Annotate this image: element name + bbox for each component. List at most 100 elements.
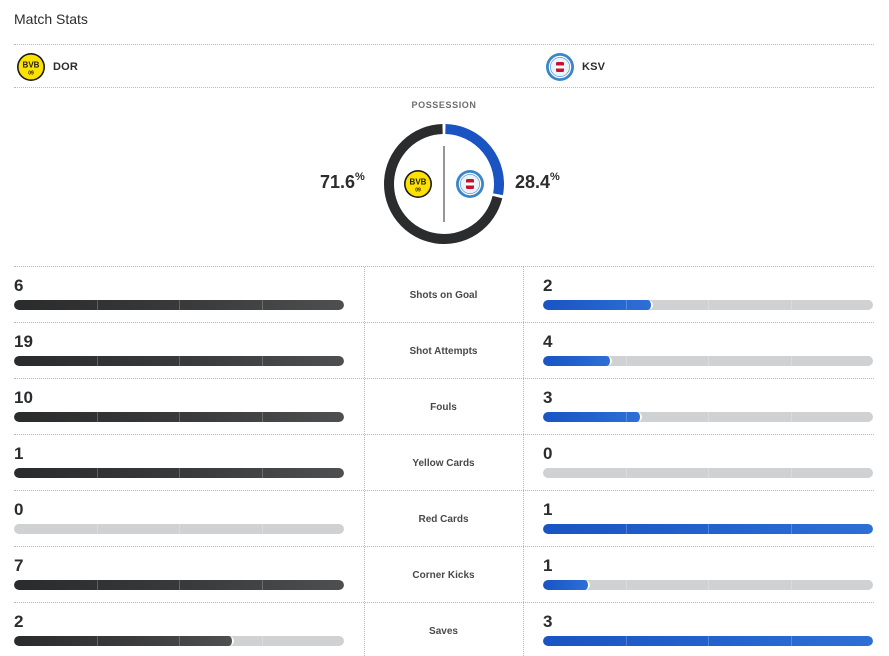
bar-tick	[179, 580, 180, 590]
stat-row: 19 Shot Attempts 4	[0, 323, 889, 379]
away-stat-bar-fill	[543, 580, 591, 590]
bar-tick	[262, 468, 263, 478]
bar-tick	[97, 524, 98, 534]
away-stat-value: 1	[543, 556, 553, 575]
divider	[14, 602, 874, 603]
bar-tick	[179, 524, 180, 534]
home-possession-value: 71.6%	[320, 171, 365, 192]
away-stat-value: 4	[543, 332, 553, 351]
holstein-kiel-crest-icon	[546, 53, 574, 81]
away-stat-bar-fill	[543, 356, 613, 366]
away-stat-value: 1	[543, 500, 553, 519]
home-stat-value: 19	[14, 332, 33, 351]
bar-tick	[262, 300, 263, 310]
home-stat-bar-fill	[14, 300, 344, 310]
away-possession-arc	[445, 124, 504, 196]
away-stat-value: 0	[543, 444, 553, 463]
bar-tick	[708, 356, 709, 366]
svg-text:BVB: BVB	[23, 61, 40, 70]
stat-row: 0 Red Cards 1	[0, 491, 889, 547]
bar-tick	[791, 524, 792, 534]
bar-tick	[97, 412, 98, 422]
stat-row: 6 Shots on Goal 2	[0, 267, 889, 323]
away-stat-value: 3	[543, 388, 553, 407]
away-stat-bar	[543, 580, 873, 590]
stat-label: Shot Attempts	[409, 346, 478, 357]
home-stat-bar	[14, 468, 344, 478]
away-stat-bar	[543, 468, 873, 478]
bar-tick	[626, 524, 627, 534]
away-stat-bar	[543, 356, 873, 366]
bar-tick	[97, 356, 98, 366]
home-stat-value: 6	[14, 276, 24, 295]
away-stat-bar-fill	[543, 524, 873, 534]
bar-tick	[262, 636, 263, 646]
divider	[14, 434, 874, 435]
away-stat-value: 3	[543, 612, 553, 631]
bar-tick	[626, 580, 627, 590]
divider	[14, 266, 874, 267]
bar-tick	[262, 412, 263, 422]
svg-text:09: 09	[415, 188, 421, 194]
home-stat-bar-fill	[14, 580, 344, 590]
bar-tick	[791, 356, 792, 366]
home-stat-value: 10	[14, 388, 33, 407]
bar-tick	[708, 580, 709, 590]
bar-tick	[97, 580, 98, 590]
stat-row: 2 Saves 3	[0, 603, 889, 656]
bar-tick	[262, 356, 263, 366]
home-stat-value: 7	[14, 556, 24, 575]
away-stat-bar	[543, 636, 873, 646]
home-stat-bar	[14, 300, 344, 310]
possession-donut-chart: BVB 09	[384, 124, 504, 244]
possession-label: POSSESSION	[411, 100, 477, 110]
home-stat-value: 2	[14, 612, 24, 631]
stat-label: Fouls	[430, 402, 457, 413]
stat-row: 1 Yellow Cards 0	[0, 435, 889, 491]
away-stat-bar-fill	[543, 300, 653, 310]
svg-text:09: 09	[28, 71, 34, 77]
bvb-crest-icon: BVB 09	[404, 170, 432, 198]
svg-text:BVB: BVB	[410, 178, 427, 187]
divider	[14, 546, 874, 547]
home-stat-value: 0	[14, 500, 24, 519]
home-team-name: DOR	[53, 61, 79, 73]
away-possession-value: 28.4%	[515, 171, 560, 192]
bar-tick	[179, 356, 180, 366]
bar-tick	[179, 636, 180, 646]
home-stat-bar	[14, 636, 344, 646]
stat-label: Yellow Cards	[412, 458, 475, 469]
bar-tick	[97, 300, 98, 310]
stat-label: Corner Kicks	[412, 570, 475, 581]
bar-tick	[791, 412, 792, 422]
stat-row: 10 Fouls 3	[0, 379, 889, 435]
bar-tick	[626, 412, 627, 422]
divider	[14, 322, 874, 323]
holstein-kiel-crest-icon	[456, 170, 484, 198]
stat-label: Shots on Goal	[409, 290, 478, 301]
home-possession-arc	[384, 124, 503, 244]
home-stat-bar-fill	[14, 468, 344, 478]
bar-tick	[626, 300, 627, 310]
bar-tick	[626, 468, 627, 478]
page-title: Match Stats	[14, 11, 88, 27]
home-stat-bar	[14, 356, 344, 366]
home-stat-bar-fill	[14, 356, 344, 366]
home-stat-bar	[14, 580, 344, 590]
bar-tick	[708, 412, 709, 422]
divider	[14, 490, 874, 491]
away-team[interactable]: KSV	[545, 52, 605, 82]
bvb-crest-icon: BVB 09	[17, 53, 45, 81]
home-stat-bar-fill	[14, 636, 235, 646]
away-stat-bar	[543, 412, 873, 422]
away-stat-bar-fill	[543, 412, 642, 422]
away-stat-bar	[543, 524, 873, 534]
bar-tick	[262, 580, 263, 590]
home-team[interactable]: BVB 09 DOR	[16, 52, 78, 82]
bar-tick	[708, 300, 709, 310]
bar-tick	[179, 468, 180, 478]
bar-tick	[626, 636, 627, 646]
home-stat-value: 1	[14, 444, 24, 463]
stat-row: 7 Corner Kicks 1	[0, 547, 889, 603]
stat-label: Red Cards	[418, 514, 469, 525]
